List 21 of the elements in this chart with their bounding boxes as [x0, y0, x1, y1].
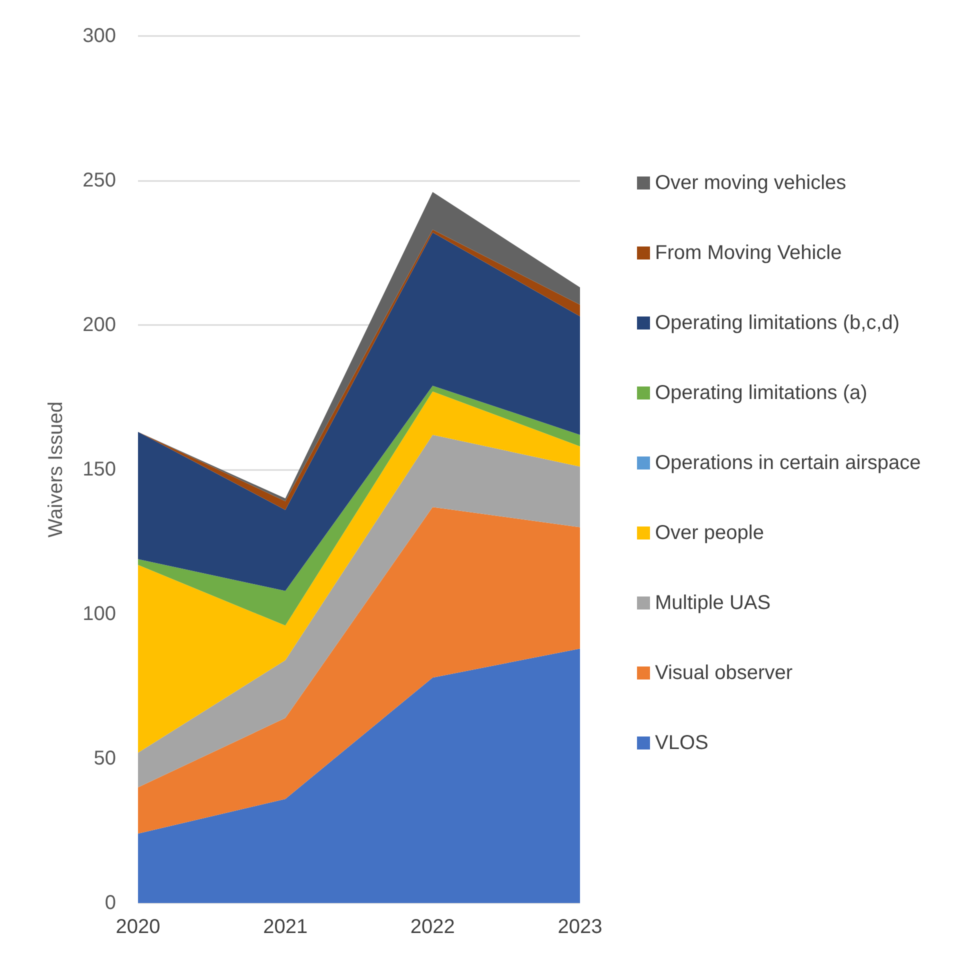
legend-label: Multiple UAS	[655, 592, 771, 614]
x-tick-label: 2023	[558, 916, 602, 938]
x-tick-label: 2022	[410, 916, 455, 938]
y-axis-title: Waivers Issued	[45, 402, 67, 538]
y-tick-label: 100	[82, 603, 116, 625]
legend-label: Operating limitations (a)	[655, 382, 868, 404]
x-tick-label: 2021	[263, 916, 308, 938]
legend-label: Over moving vehicles	[655, 172, 846, 194]
y-tick-label: 150	[82, 458, 116, 480]
x-tick-label: 2020	[116, 916, 160, 938]
y-tick-label: 250	[82, 170, 116, 192]
legend-label: Visual observer	[655, 662, 793, 684]
legend-label: VLOS	[655, 732, 708, 754]
legend-label: Over people	[655, 522, 764, 544]
legend-label: From Moving Vehicle	[655, 242, 842, 264]
y-tick-label: 200	[82, 314, 116, 336]
y-tick-label: 50	[94, 748, 116, 770]
y-tick-label: 300	[82, 25, 116, 47]
legend-label: Operations in certain airspace	[655, 452, 921, 474]
y-tick-label: 0	[104, 892, 116, 914]
legend-label: Operating limitations (b,c,d)	[655, 312, 900, 334]
